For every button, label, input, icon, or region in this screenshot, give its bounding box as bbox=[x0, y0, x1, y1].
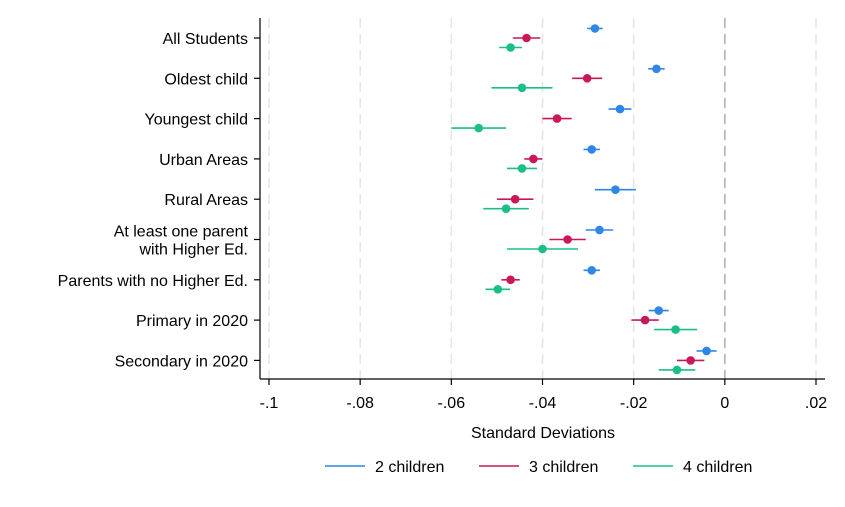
y-category-label-line: At least one parent bbox=[114, 224, 249, 241]
point-estimate bbox=[522, 33, 531, 43]
y-category-label: Parents with no Higher Ed. bbox=[58, 273, 248, 290]
grid-lines bbox=[268, 18, 817, 379]
x-tick-label: -.1 bbox=[260, 395, 279, 412]
point-estimate bbox=[686, 356, 695, 365]
point-estimate bbox=[493, 285, 503, 294]
y-category-label-line: with Higher Ed. bbox=[139, 242, 249, 259]
legend-item: 4 children bbox=[633, 459, 752, 476]
x-tick-labels: -.1 -.08 -.06 -.04 -.02 0 .02 bbox=[260, 395, 828, 412]
y-category-label: Primary in 2020 bbox=[136, 313, 248, 330]
point-estimate bbox=[640, 315, 650, 325]
point-estimate bbox=[652, 64, 661, 74]
legend-item: 3 children bbox=[479, 459, 598, 476]
point-estimate bbox=[654, 306, 664, 315]
point-estimate bbox=[582, 74, 592, 83]
legend: 2 children 3 children 4 children bbox=[325, 459, 752, 476]
point-estimate bbox=[474, 123, 483, 133]
point-estimate bbox=[611, 185, 620, 194]
series-group bbox=[583, 24, 717, 356]
data-series bbox=[451, 24, 717, 375]
y-category-label: Urban Areas bbox=[159, 152, 248, 169]
point-estimate bbox=[517, 164, 527, 173]
legend-item: 2 children bbox=[325, 459, 444, 476]
point-estimate bbox=[672, 365, 682, 375]
point-estimate bbox=[501, 204, 511, 213]
point-estimate bbox=[506, 43, 515, 52]
point-estimate bbox=[615, 104, 625, 114]
y-category-label: Oldest child bbox=[164, 71, 248, 88]
series-group bbox=[496, 33, 705, 365]
point-estimate bbox=[552, 114, 562, 123]
point-estimate bbox=[517, 83, 527, 93]
point-estimate bbox=[563, 235, 572, 244]
point-estimate bbox=[595, 225, 604, 235]
x-tick-label: -.08 bbox=[346, 395, 374, 412]
point-estimate bbox=[671, 325, 680, 334]
x-tick-label: 0 bbox=[720, 395, 729, 412]
legend-label: 2 children bbox=[375, 459, 444, 476]
legend-label: 3 children bbox=[529, 459, 598, 476]
x-tick-label: -.02 bbox=[620, 395, 648, 412]
y-category-label: Secondary in 2020 bbox=[115, 353, 249, 370]
point-estimate bbox=[506, 275, 515, 285]
legend-label: 4 children bbox=[683, 459, 752, 476]
x-tick-label: -.04 bbox=[529, 395, 557, 412]
point-estimate bbox=[587, 145, 597, 154]
series-group bbox=[451, 43, 698, 375]
y-category-label: All Students bbox=[163, 31, 248, 48]
point-estimate bbox=[590, 24, 600, 33]
y-category-labels: All Students Oldest child Youngest child Ur… bbox=[58, 31, 249, 370]
axes bbox=[254, 18, 825, 385]
x-axis-label: Standard Deviations bbox=[471, 425, 615, 442]
point-estimate bbox=[538, 244, 547, 254]
point-estimate bbox=[702, 346, 711, 356]
point-estimate bbox=[510, 194, 520, 204]
point-estimate bbox=[529, 154, 538, 164]
x-tick-label: -.06 bbox=[438, 395, 466, 412]
x-tick-label: .02 bbox=[805, 395, 827, 412]
y-category-label: Youngest child bbox=[145, 112, 249, 129]
y-category-label: Rural Areas bbox=[164, 192, 248, 209]
point-estimate bbox=[587, 266, 597, 275]
